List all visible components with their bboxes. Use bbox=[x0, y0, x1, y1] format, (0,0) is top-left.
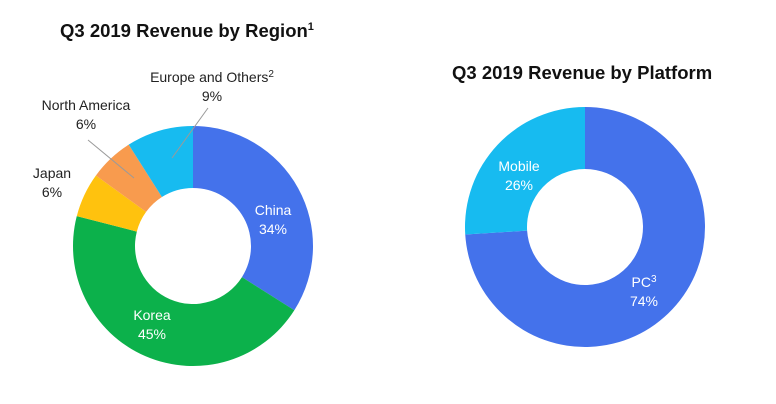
region-slice-europe-and-others bbox=[128, 126, 193, 198]
platform-label-pc: PC3 bbox=[631, 274, 656, 290]
region-slice-korea bbox=[72, 216, 295, 367]
region-value-north-america: 6% bbox=[76, 116, 96, 132]
platform-donut: PC3 74% Mobile 26% bbox=[465, 107, 705, 347]
region-value-china: 34% bbox=[259, 221, 287, 237]
region-slice-north-america bbox=[95, 144, 162, 212]
platform-label-mobile: Mobile bbox=[498, 158, 539, 174]
region-label-china: China bbox=[255, 202, 292, 218]
region-value-europe-and-others: 9% bbox=[202, 88, 222, 104]
platform-label-superscript-pc: 3 bbox=[651, 274, 657, 285]
region-label-korea: Korea bbox=[133, 307, 171, 323]
region-leader-north-america bbox=[87, 139, 135, 179]
platform-value-pc: 74% bbox=[630, 293, 658, 309]
region-chart-title: Q3 2019 Revenue by Region1 bbox=[60, 20, 314, 41]
region-value-korea: 45% bbox=[138, 326, 166, 342]
platform-value-mobile: 26% bbox=[505, 177, 533, 193]
region-label-north-america: North America bbox=[42, 97, 131, 113]
region-label-japan: Japan bbox=[33, 165, 71, 181]
region-label-superscript-europe-and-others: 2 bbox=[268, 69, 274, 80]
platform-slice-pc bbox=[465, 107, 705, 347]
platform-slice-mobile bbox=[465, 107, 585, 235]
region-donut: China 34% Korea 45% Japan 6% North America 6% Eu… bbox=[33, 69, 313, 367]
region-slice-japan bbox=[76, 175, 147, 232]
region-slice-china bbox=[193, 126, 313, 311]
region-leader-europe-and-others bbox=[171, 107, 209, 159]
region-label-europe-and-others: Europe and Others2 bbox=[150, 69, 274, 85]
region-value-japan: 6% bbox=[42, 184, 62, 200]
platform-chart-title: Q3 2019 Revenue by Platform bbox=[452, 62, 713, 83]
